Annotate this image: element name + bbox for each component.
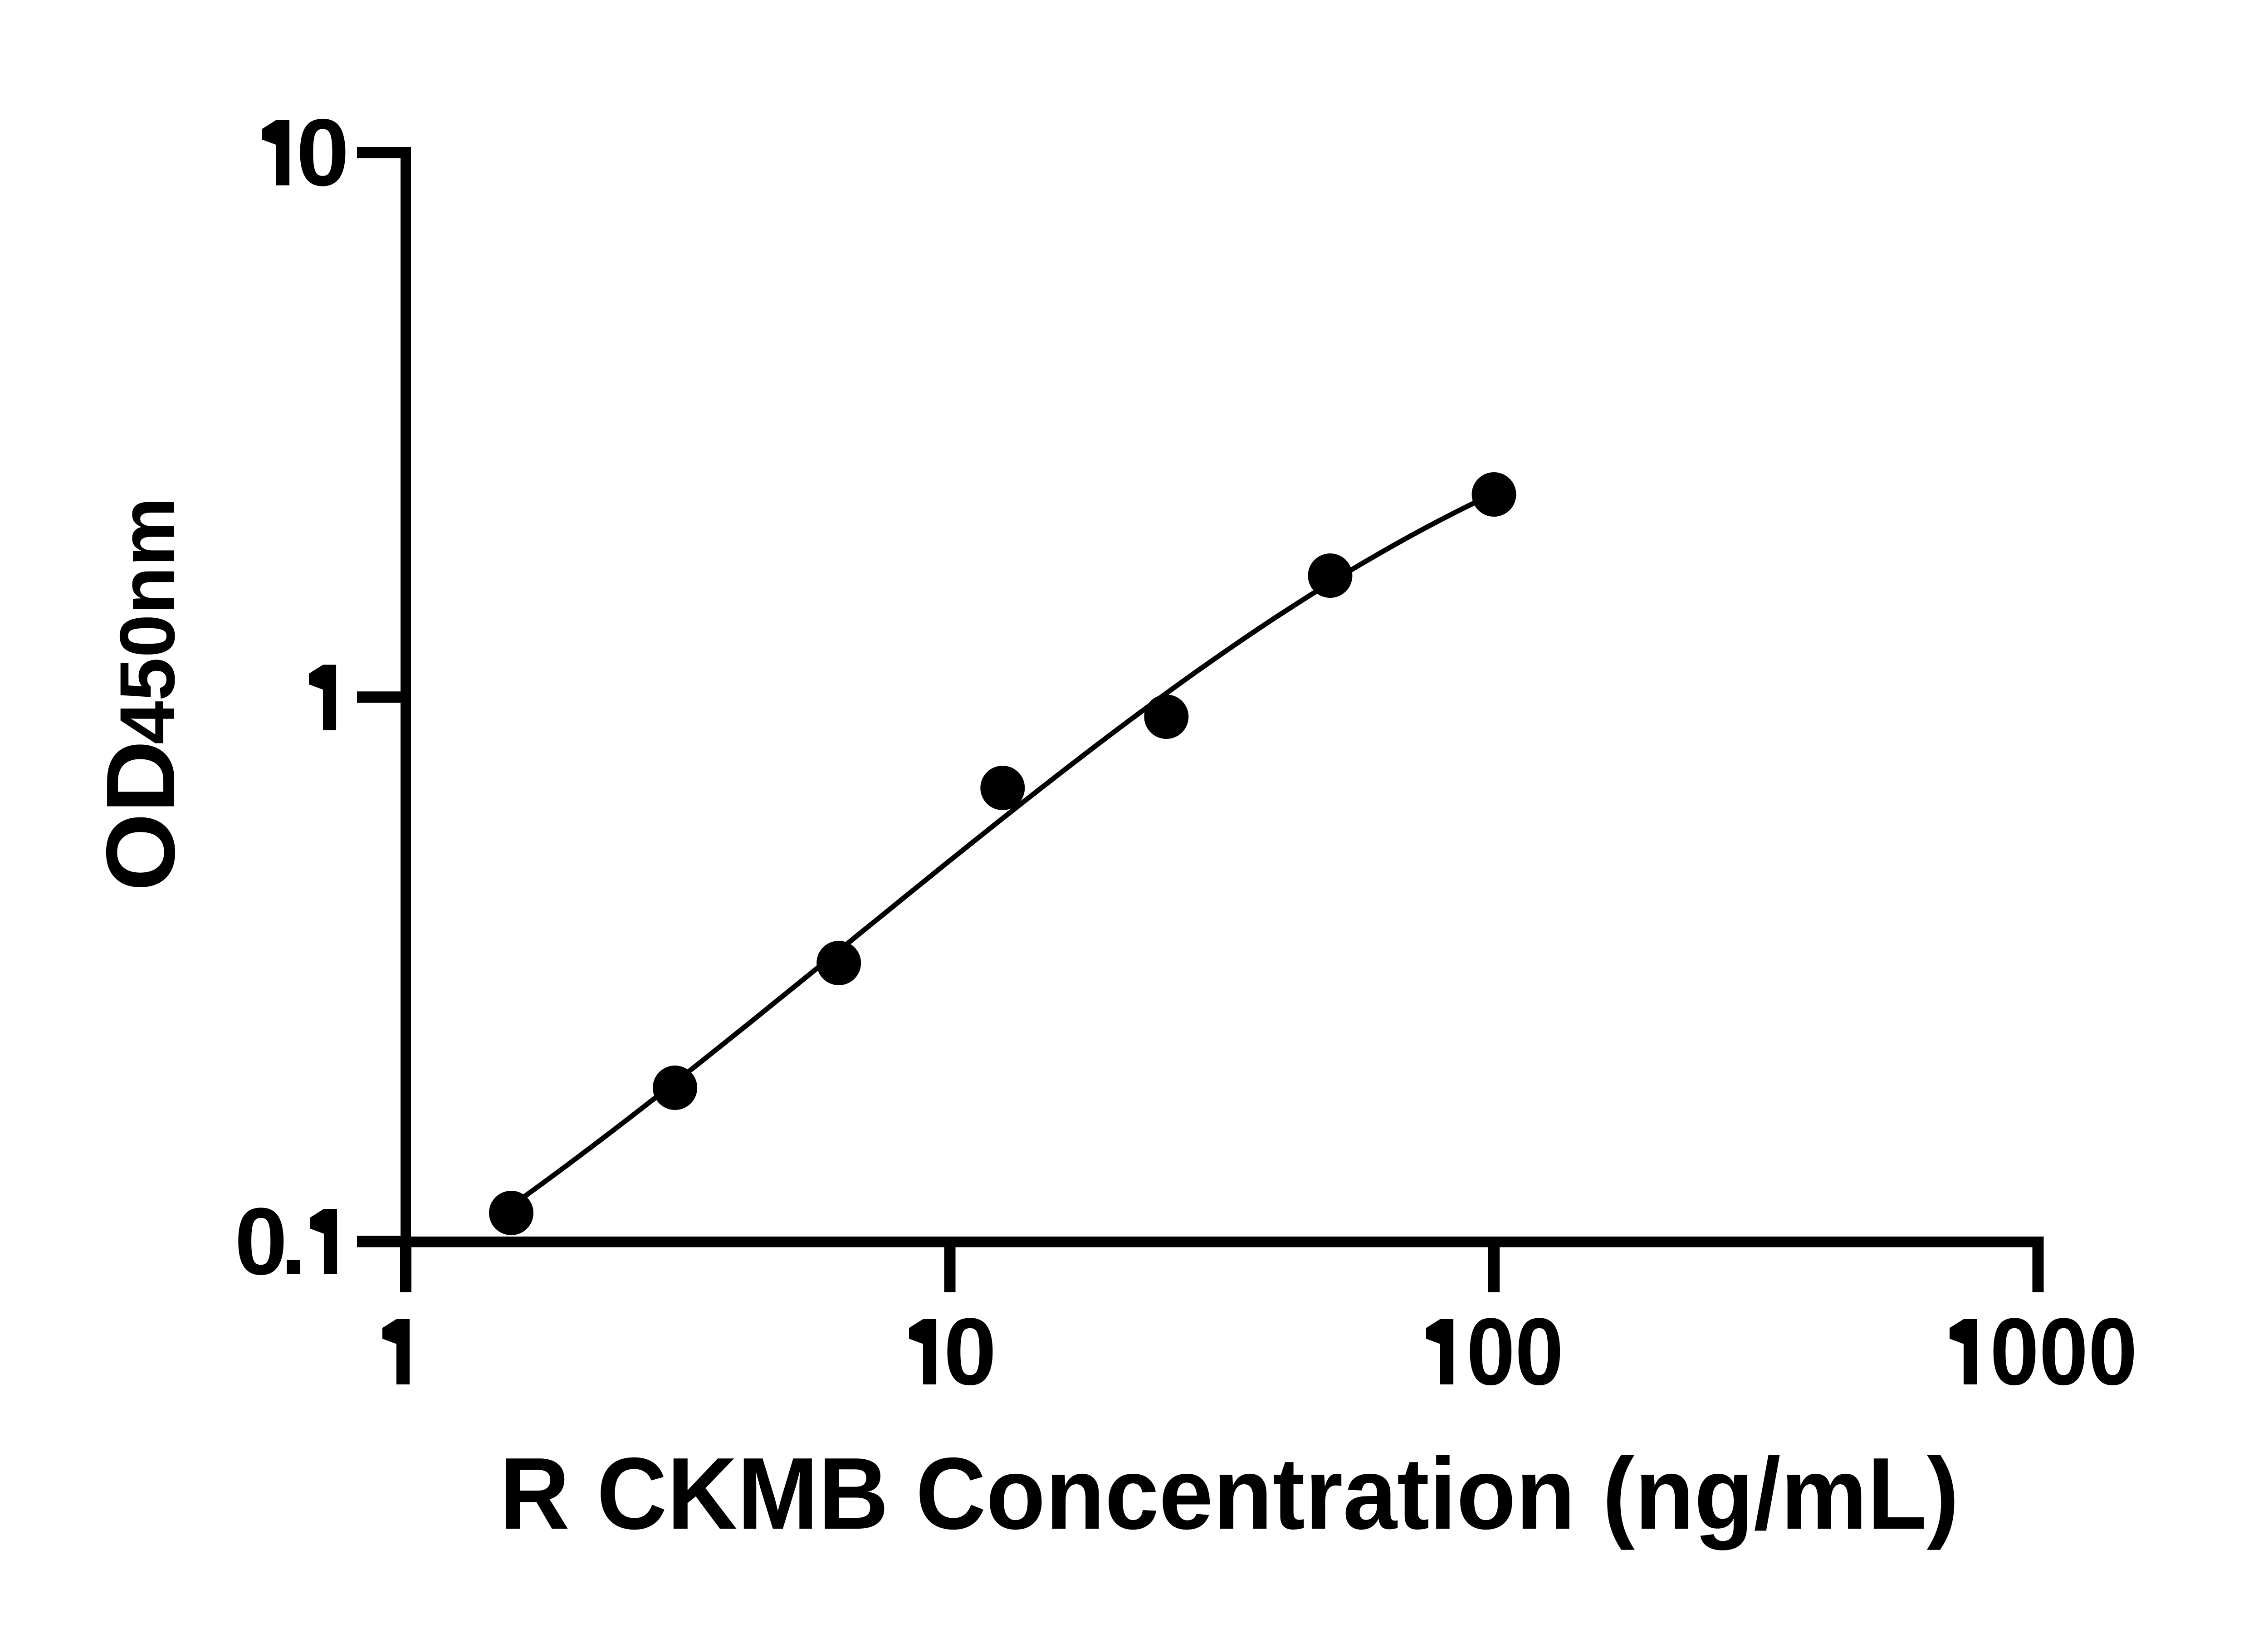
svg-text:0: 0 bbox=[235, 1188, 288, 1295]
svg-text:.: . bbox=[280, 1188, 307, 1295]
svg-text:000: 000 bbox=[1990, 1298, 2137, 1405]
svg-text:R CKMB Concentration (ng/mL): R CKMB Concentration (ng/mL) bbox=[499, 1436, 1959, 1550]
svg-text:0: 0 bbox=[296, 99, 349, 206]
svg-text:OD: OD bbox=[86, 740, 195, 891]
svg-text:450nm: 450nm bbox=[104, 497, 191, 744]
svg-text:0: 0 bbox=[943, 1298, 997, 1405]
svg-text:00: 00 bbox=[1466, 1298, 1564, 1405]
